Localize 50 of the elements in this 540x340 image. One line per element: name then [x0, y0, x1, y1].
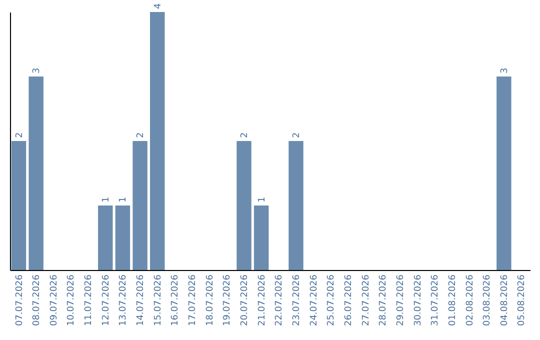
bar	[98, 206, 113, 270]
x-tick-label: 27.07.2026	[361, 274, 372, 326]
x-tick-label: 13.07.2026	[118, 274, 129, 326]
x-tick-label: 18.07.2026	[205, 274, 216, 326]
x-tick-label: 07.07.2026	[14, 274, 25, 326]
x-tick-label: 08.07.2026	[32, 274, 42, 326]
x-tick-label: 17.07.2026	[188, 274, 198, 326]
bar	[11, 141, 26, 270]
x-tick-label: 20.07.2026	[240, 274, 250, 326]
x-tick-label: 23.07.2026	[292, 274, 302, 326]
x-tick-label: 02.08.2026	[465, 274, 476, 326]
bar	[288, 141, 304, 270]
x-tick-label: 25.07.2026	[326, 274, 337, 326]
x-tick-label: 04.08.2026	[500, 274, 510, 326]
data-label: 3	[500, 68, 510, 74]
data-label: 1	[101, 196, 112, 202]
x-tick-label: 09.07.2026	[49, 274, 60, 326]
x-tick-label: 30.07.2026	[413, 274, 424, 326]
x-tick-label: 26.07.2026	[344, 274, 354, 326]
data-label: 1	[118, 196, 129, 202]
x-tick-label: 28.07.2026	[378, 274, 389, 326]
data-label: 4	[153, 3, 164, 9]
data-label: 2	[136, 132, 146, 138]
bar	[132, 141, 148, 270]
x-tick-label: 16.07.2026	[170, 274, 181, 326]
bar	[28, 76, 44, 270]
bar	[254, 206, 269, 270]
x-tick-label: 29.07.2026	[396, 274, 406, 326]
x-tick-label: 11.07.2026	[84, 274, 94, 326]
bar	[150, 12, 165, 270]
data-label: 2	[240, 132, 250, 138]
data-label: 1	[257, 196, 268, 202]
x-tick-label: 19.07.2026	[222, 274, 233, 326]
x-tick-label: 14.07.2026	[136, 274, 146, 326]
x-tick-label: 21.07.2026	[257, 274, 268, 326]
bar	[496, 76, 512, 270]
x-tick-label: 15.07.2026	[153, 274, 164, 326]
x-tick-label: 31.07.2026	[430, 274, 441, 326]
x-tick-label: 10.07.2026	[66, 274, 77, 326]
data-label: 3	[32, 68, 42, 74]
x-tick-label: 24.07.2026	[309, 274, 320, 326]
bar	[115, 206, 130, 270]
x-tick-label: 12.07.2026	[101, 274, 112, 326]
x-tick-label: 22.07.2026	[274, 274, 285, 326]
bar	[236, 141, 252, 270]
x-tick-label: 05.08.2026	[517, 274, 528, 326]
data-label: 2	[14, 132, 25, 138]
data-label: 2	[292, 132, 302, 138]
x-tick-label: 01.08.2026	[448, 274, 458, 326]
x-tick-label: 03.08.2026	[482, 274, 493, 326]
